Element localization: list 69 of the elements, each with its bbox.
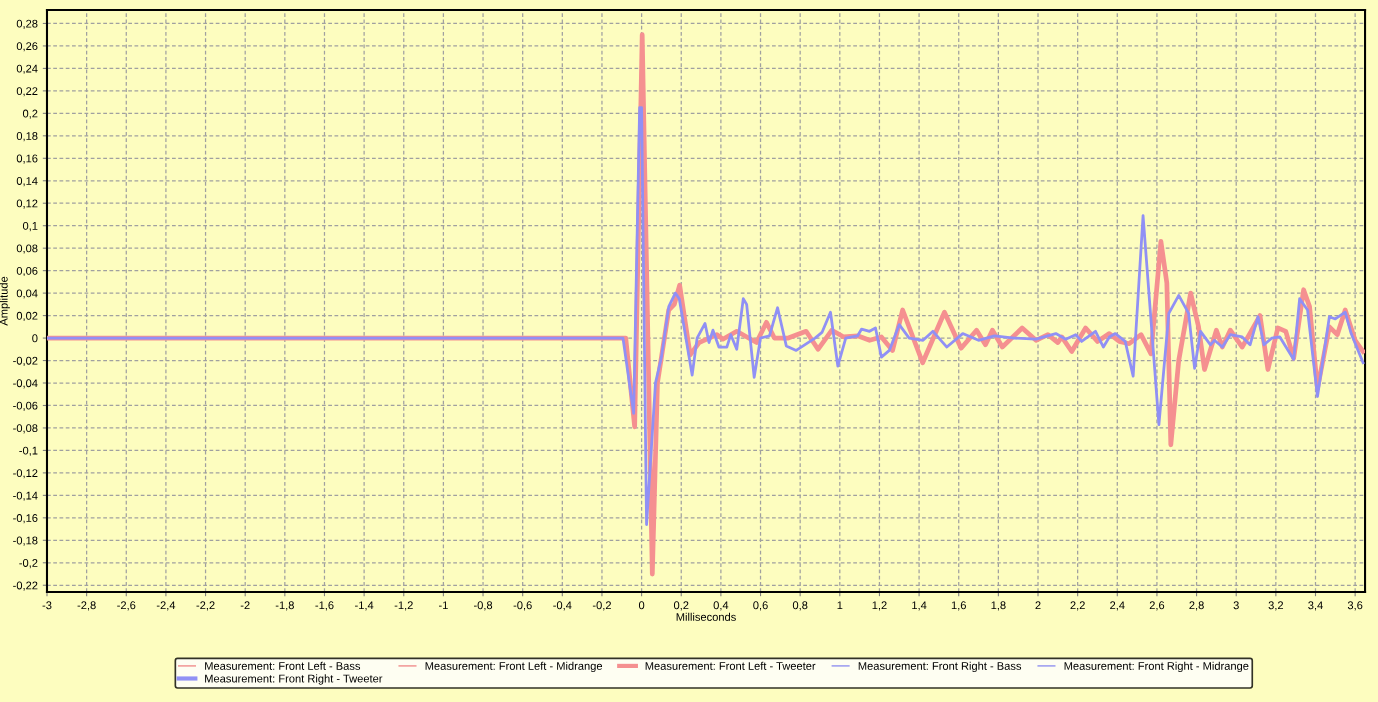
legend-label: Measurement: Front Right - Bass	[858, 661, 1022, 673]
x-tick-label: 0,6	[753, 601, 768, 611]
x-tick-label: -1,8	[275, 601, 294, 611]
x-tick-label: 2,4	[1110, 601, 1125, 611]
y-tick-label: 0,26	[16, 42, 38, 52]
y-tick-label: -0,18	[13, 536, 38, 546]
x-tick-label: -0,4	[553, 601, 572, 611]
y-tick-label: 0	[32, 334, 38, 343]
x-tick-label: 3	[1233, 601, 1239, 610]
x-tick-label: 0,2	[673, 601, 689, 611]
y-tick-label: 0,16	[16, 154, 38, 164]
y-tick-label: 0,1	[22, 221, 38, 232]
y-tick-label: -0,02	[13, 356, 38, 366]
x-tick-label: 2	[1035, 601, 1041, 610]
y-tick-label: 0,08	[16, 244, 38, 254]
y-tick-label: 0,18	[16, 132, 38, 142]
y-tick-label: -0,22	[13, 581, 38, 591]
legend-label: Measurement: Front Right - Tweeter	[205, 674, 383, 685]
y-tick-label: 0,04	[16, 289, 38, 299]
x-tick-label: -2,6	[117, 601, 136, 611]
x-tick-label: -0,2	[592, 601, 611, 611]
y-tick-label: -0,12	[13, 469, 38, 479]
y-tick-label: -0,2	[19, 559, 38, 569]
x-tick-label: 2,8	[1189, 601, 1204, 611]
x-tick-label: 0	[638, 601, 645, 610]
y-tick-label: -0,06	[13, 401, 38, 411]
x-tick-label: -2,2	[196, 601, 215, 611]
y-tick-label: -0,08	[13, 424, 38, 434]
x-tick-label: 1,6	[951, 601, 966, 611]
x-tick-label: -1,6	[315, 601, 334, 611]
x-tick-label: -1	[438, 601, 448, 610]
x-tick-label: -1,4	[355, 601, 374, 611]
x-tick-label: 2,6	[1149, 601, 1165, 611]
legend-label: Measurement: Front Left - Midrange	[425, 661, 603, 673]
legend-label: Measurement: Front Left - Bass	[205, 661, 361, 670]
line-series	[46, 106, 1365, 526]
x-tick-label: -2	[240, 601, 250, 610]
x-tick-label: 3,6	[1347, 601, 1363, 611]
y-tick-label: -0,04	[13, 379, 38, 389]
x-tick-label: -3	[42, 601, 52, 610]
y-tick-label: 0,12	[16, 199, 38, 209]
legend-label: Measurement: Front Right - Midrange	[1064, 661, 1249, 673]
x-tick-label: 3,4	[1308, 601, 1323, 611]
y-tick-label: -0,16	[13, 514, 38, 524]
y-tick-label: 0,14	[16, 177, 38, 187]
x-tick-label: -0,8	[473, 601, 493, 611]
legend-label: Measurement: Front Left - Tweeter	[645, 661, 816, 670]
x-tick-label: 2,2	[1070, 601, 1085, 611]
x-tick-label: 1,8	[991, 601, 1006, 611]
y-tick-label: 0,22	[16, 87, 38, 97]
x-tick-label: 1,2	[872, 601, 887, 611]
y-tick-label: 0,24	[16, 64, 38, 74]
y-tick-label: -0,14	[13, 491, 38, 501]
y-axis-title: Amplitude	[0, 276, 10, 326]
x-axis-title: Milliseconds	[676, 612, 736, 621]
x-tick-label: -1,2	[394, 601, 413, 611]
y-tick-label: -0,1	[19, 446, 38, 456]
x-tick-label: -2,4	[156, 601, 176, 611]
x-tick-label: 1	[837, 601, 843, 610]
x-tick-label: 3,2	[1268, 601, 1284, 611]
y-tick-label: 0,28	[16, 19, 38, 29]
x-tick-label: -2,8	[77, 601, 96, 611]
y-tick-label: 0,06	[16, 266, 38, 277]
x-tick-label: 0,8	[792, 601, 808, 611]
y-tick-label: 0,02	[16, 311, 38, 322]
x-tick-label: -0,6	[513, 601, 532, 611]
y-tick-label: 0,2	[22, 109, 38, 119]
x-tick-label: 0,4	[713, 601, 729, 611]
x-tick-label: 1,4	[912, 601, 927, 611]
